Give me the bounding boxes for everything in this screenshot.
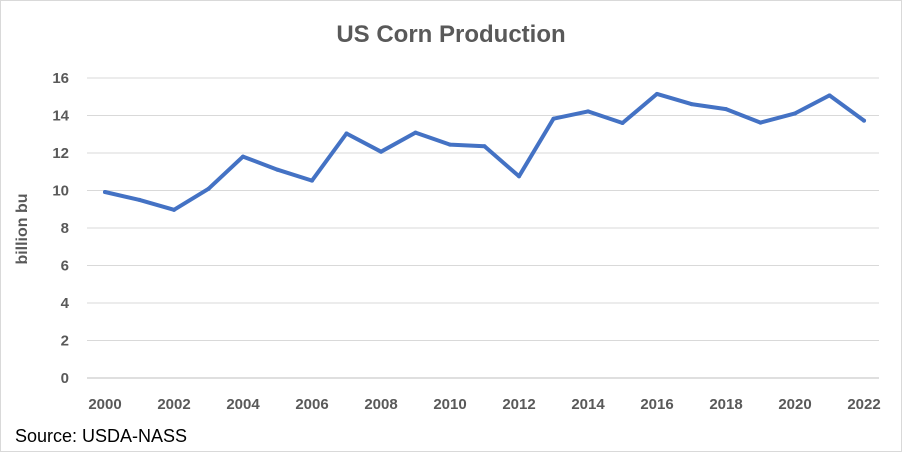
data-point xyxy=(482,144,487,149)
data-point xyxy=(310,178,314,183)
y-tick-label: 12 xyxy=(52,145,69,162)
series-line xyxy=(103,91,866,212)
data-point xyxy=(344,131,349,136)
data-point xyxy=(586,109,590,114)
y-tick-label: 2 xyxy=(61,333,69,350)
gridlines xyxy=(87,77,879,379)
y-tick-label: 14 xyxy=(52,108,69,125)
y-tick-label: 10 xyxy=(52,183,69,200)
x-tick-label: 2004 xyxy=(226,396,260,413)
x-tick-label: 2000 xyxy=(88,396,121,413)
data-point xyxy=(862,118,866,123)
data-point xyxy=(827,93,832,98)
data-point xyxy=(724,107,728,112)
x-tick-labels: 2000 2002 2004 2006 2008 2010 2012 2014 2016 2018… xyxy=(88,396,880,413)
x-tick-label: 2008 xyxy=(364,396,397,413)
data-point xyxy=(517,174,521,179)
data-point xyxy=(241,154,245,159)
data-point xyxy=(448,142,452,147)
series-layer xyxy=(103,91,866,212)
x-tick-label: 2002 xyxy=(157,396,190,413)
x-tick-label: 2012 xyxy=(502,396,535,413)
x-tick-label: 2018 xyxy=(709,396,742,413)
x-tick-label: 2022 xyxy=(847,396,880,413)
data-point xyxy=(103,190,107,194)
data-point xyxy=(620,121,625,125)
data-point xyxy=(758,120,763,125)
y-tick-label: 4 xyxy=(61,295,70,312)
x-tick-label: 2010 xyxy=(433,396,466,413)
y-tick-label: 8 xyxy=(61,220,69,237)
source-note: Source: USDA-NASS xyxy=(15,426,188,446)
x-tick-label: 2020 xyxy=(778,396,811,413)
data-point xyxy=(413,130,418,135)
data-point xyxy=(655,91,659,96)
data-point xyxy=(275,167,280,172)
y-tick-label: 16 xyxy=(52,70,69,87)
x-tick-label: 2016 xyxy=(640,396,673,413)
data-point xyxy=(793,111,797,116)
x-tick-label: 2014 xyxy=(571,396,605,413)
data-point xyxy=(206,186,211,191)
data-point xyxy=(689,102,694,107)
data-point xyxy=(137,197,142,202)
data-point xyxy=(379,149,383,154)
data-point xyxy=(172,207,176,212)
chart-title: US Corn Production xyxy=(336,21,566,48)
y-tick-label: 6 xyxy=(61,258,69,275)
x-tick-label: 2006 xyxy=(295,396,328,413)
y-tick-labels: 0 2 4 6 8 10 12 14 16 xyxy=(52,70,69,387)
y-tick-label: 0 xyxy=(61,370,69,387)
data-point xyxy=(551,116,556,121)
